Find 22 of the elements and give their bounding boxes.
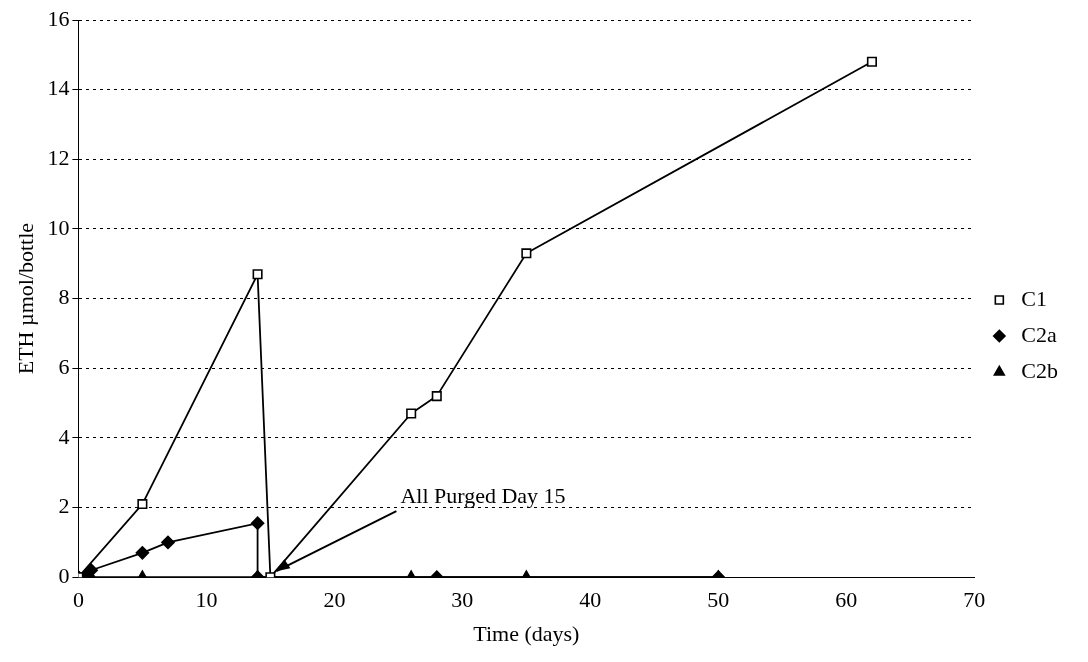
- legend-label: C1: [1021, 285, 1048, 311]
- x-tick-label: 40: [579, 587, 602, 613]
- y-tick-label: 14: [47, 75, 70, 101]
- x-tick-label: 60: [835, 587, 858, 613]
- y-tick-label: 10: [47, 214, 70, 240]
- y-tick-label: 12: [47, 145, 70, 171]
- legend-label: C2b: [1021, 357, 1059, 383]
- x-tick-label: 10: [195, 587, 218, 613]
- y-tick-label: 4: [58, 423, 70, 449]
- x-axis-title: Time (days): [473, 620, 580, 646]
- y-tick-label: 0: [58, 562, 70, 588]
- y-tick-label: 8: [58, 284, 70, 310]
- y-axis-title: ETH µmol/bottle: [12, 222, 38, 375]
- y-tick-label: 6: [58, 354, 70, 380]
- y-tick-label: 16: [47, 5, 70, 31]
- x-tick-label: 30: [451, 587, 474, 613]
- legend-label: C2a: [1021, 321, 1057, 347]
- y-tick-label: 2: [58, 493, 70, 519]
- annotation: All Purged Day 15: [400, 482, 566, 508]
- x-tick-label: 20: [323, 587, 346, 613]
- x-tick-label: 70: [963, 587, 986, 613]
- x-tick-label: 50: [707, 587, 730, 613]
